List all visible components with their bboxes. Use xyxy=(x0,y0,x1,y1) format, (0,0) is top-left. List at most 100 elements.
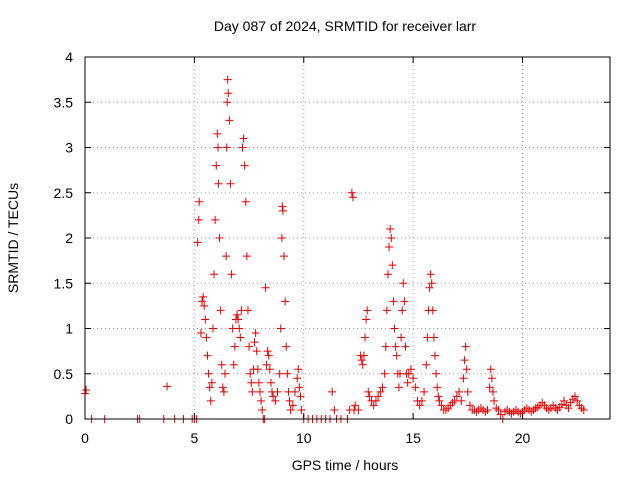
data-point xyxy=(457,396,466,405)
data-point xyxy=(391,342,400,351)
data-point xyxy=(278,206,287,215)
data-point xyxy=(564,404,573,413)
data-point xyxy=(216,306,225,315)
data-point xyxy=(208,324,217,333)
data-point xyxy=(271,396,280,405)
data-point xyxy=(392,351,401,360)
data-point xyxy=(433,383,442,392)
y-axis-label: SRMTID / TECUs xyxy=(5,183,21,293)
data-point xyxy=(463,387,472,396)
data-point xyxy=(466,401,474,410)
data-point xyxy=(488,387,497,396)
data-point xyxy=(427,279,436,288)
data-point xyxy=(203,351,212,360)
data-point xyxy=(507,409,516,418)
data-point xyxy=(387,234,396,242)
data-point xyxy=(494,405,503,414)
data-point xyxy=(378,383,387,392)
data-point xyxy=(82,386,91,395)
data-point xyxy=(455,387,464,396)
data-point xyxy=(383,270,392,279)
data-point xyxy=(222,252,231,261)
data-point xyxy=(544,405,553,414)
data-point xyxy=(362,315,371,324)
data-point xyxy=(224,89,233,98)
data-point xyxy=(389,297,398,306)
data-point xyxy=(285,396,294,405)
data-point xyxy=(390,324,399,333)
data-point xyxy=(245,342,254,351)
data-points xyxy=(81,75,588,423)
y-tick-label: 1 xyxy=(65,321,73,337)
data-point xyxy=(214,179,223,188)
data-point xyxy=(213,129,222,138)
data-point xyxy=(221,369,229,378)
data-point xyxy=(288,401,297,410)
data-point xyxy=(243,306,252,315)
data-point xyxy=(404,369,413,378)
data-point xyxy=(487,374,496,383)
data-point xyxy=(371,396,380,405)
data-point xyxy=(401,342,410,351)
data-point xyxy=(511,405,520,414)
data-point xyxy=(210,270,219,279)
data-point xyxy=(380,369,389,378)
data-point xyxy=(376,387,385,396)
data-point xyxy=(571,392,579,401)
data-point xyxy=(503,405,512,414)
data-point xyxy=(381,342,390,351)
data-point xyxy=(294,365,303,374)
data-point xyxy=(435,396,444,405)
data-point xyxy=(202,333,211,342)
data-point xyxy=(230,342,239,351)
data-point xyxy=(496,410,505,419)
data-point xyxy=(242,252,251,261)
data-point xyxy=(425,283,434,292)
data-point xyxy=(215,234,224,242)
data-point xyxy=(527,407,536,416)
data-point xyxy=(163,382,172,391)
data-point xyxy=(194,215,203,224)
data-point xyxy=(225,116,234,125)
data-point xyxy=(273,387,282,396)
data-point xyxy=(222,143,231,152)
data-point xyxy=(406,365,415,374)
data-point xyxy=(415,401,424,410)
data-point xyxy=(490,396,499,405)
y-tick-label: 3.5 xyxy=(54,94,74,110)
data-point xyxy=(286,405,295,414)
data-point xyxy=(257,396,266,405)
data-point xyxy=(462,365,471,374)
data-point xyxy=(426,270,435,279)
data-point xyxy=(250,338,259,347)
data-point xyxy=(201,315,210,324)
data-point xyxy=(441,405,450,414)
data-point xyxy=(262,360,271,369)
data-point xyxy=(363,306,372,315)
data-point xyxy=(239,134,248,143)
data-point xyxy=(398,306,407,315)
data-point xyxy=(214,143,222,152)
data-point xyxy=(227,270,236,279)
y-tick-label: 4 xyxy=(65,49,73,65)
data-point xyxy=(195,197,204,206)
y-tick-label: 1.5 xyxy=(54,275,74,291)
data-point xyxy=(218,383,227,392)
data-point xyxy=(277,234,286,242)
x-tick-label: 10 xyxy=(296,430,312,446)
data-point xyxy=(374,392,383,401)
data-point xyxy=(411,383,420,392)
data-point xyxy=(409,374,418,383)
data-point xyxy=(238,143,247,152)
data-point xyxy=(265,365,274,374)
data-point xyxy=(196,329,205,338)
data-point xyxy=(359,351,368,360)
data-point xyxy=(212,161,221,170)
y-tick-label: 0.5 xyxy=(54,366,74,382)
data-point xyxy=(253,365,262,374)
data-point xyxy=(452,392,461,401)
data-point xyxy=(522,404,531,413)
data-point xyxy=(481,407,490,416)
data-point xyxy=(217,360,226,369)
